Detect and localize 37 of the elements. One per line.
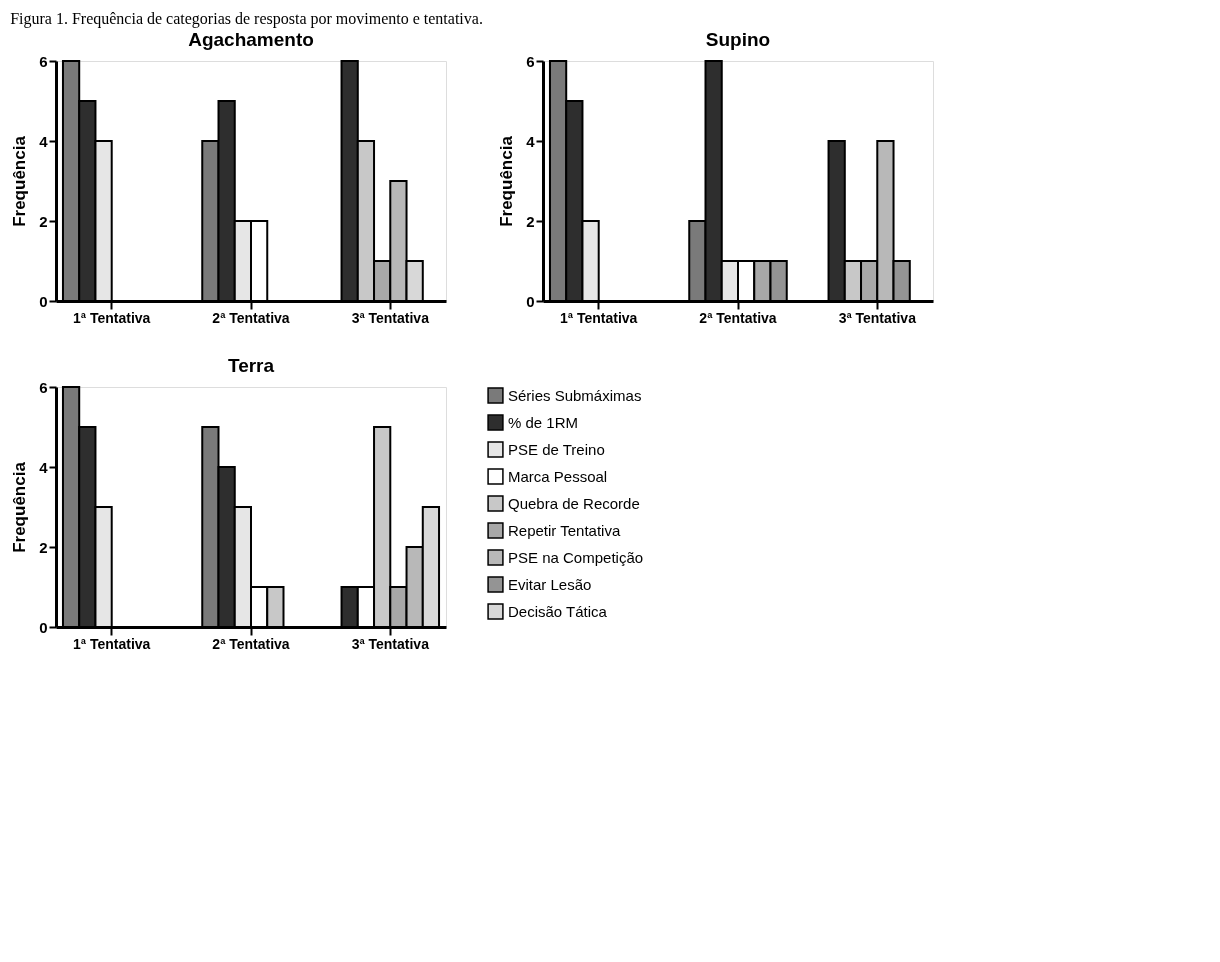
y-tick-label: 4 (526, 132, 536, 150)
y-tick-label: 4 (39, 458, 49, 476)
legend-label: Repetir Tentativa (508, 521, 621, 539)
x-tick-label: 1ª Tentativa (73, 635, 151, 652)
legend-label: PSE de Treino (508, 440, 605, 458)
legend-label: Marca Pessoal (508, 467, 608, 485)
y-tick-label: 2 (39, 538, 48, 556)
y-tick-label: 6 (39, 378, 48, 396)
y-tick-label: 6 (526, 52, 535, 70)
chart-title: Agachamento (188, 29, 314, 50)
legend-label: Evitar Lesão (508, 575, 592, 593)
x-tick-label: 3ª Tentativa (351, 309, 430, 326)
x-tick-label: 1ª Tentativa (560, 309, 638, 326)
x-tick-label: 1ª Tentativa (73, 309, 151, 326)
y-tick-label: 4 (39, 132, 49, 150)
x-tick-label: 3ª Tentativa (351, 635, 430, 652)
x-tick-label: 2ª Tentativa (212, 309, 290, 326)
x-tick-label: 2ª Tentativa (699, 309, 777, 326)
legend-label: Quebra de Recorde (508, 494, 640, 512)
legend-label: PSE na Competição (508, 548, 644, 566)
legend-label: Séries Submáximas (508, 386, 642, 404)
y-axis-title: Frequência (497, 135, 517, 227)
legend-label: % de 1RM (508, 413, 579, 431)
y-tick-label: 2 (39, 212, 48, 230)
y-tick-label: 0 (39, 618, 48, 636)
legend-label: Decisão Tática (508, 602, 608, 620)
y-tick-label: 0 (526, 292, 535, 310)
y-tick-label: 2 (526, 212, 535, 230)
y-tick-label: 6 (39, 52, 48, 70)
x-tick-label: 3ª Tentativa (838, 309, 917, 326)
text: Figura 1. Frequência de categorias de resposta por movimento e tentativa. (10, 9, 483, 28)
y-tick-label: 0 (39, 292, 48, 310)
y-axis-title: Frequência (10, 135, 30, 227)
chart-title: Supino (705, 29, 771, 50)
y-axis-title: Frequência (10, 461, 30, 553)
chart-title: Terra (227, 355, 275, 376)
x-tick-label: 2ª Tentativa (212, 635, 290, 652)
